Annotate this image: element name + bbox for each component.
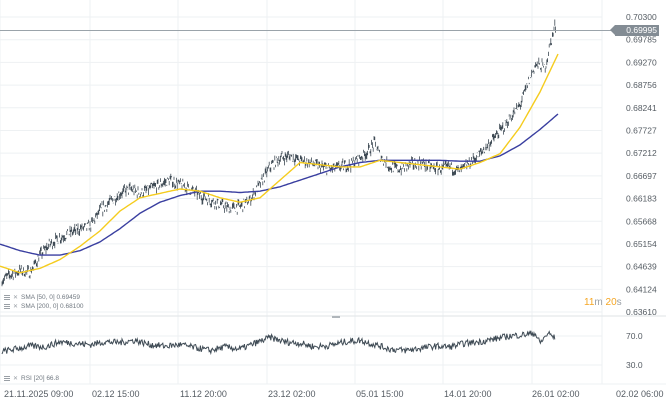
settings-icon[interactable] [4, 376, 10, 381]
candle-countdown: 11m 20s [584, 297, 622, 308]
time-tick-label: 26.01 02:00 [532, 389, 580, 399]
time-tick-label: 11.12 20:00 [180, 389, 227, 399]
sma200-line [0, 113, 559, 256]
settings-icon[interactable] [4, 295, 10, 300]
price-tick-label: 0.69785 [626, 35, 657, 45]
time-tick-label: 23.12 02:00 [268, 389, 316, 399]
price-tick-label: 0.65154 [626, 239, 657, 249]
current-price-tag: 0.69995 [610, 25, 659, 36]
price-tick-label: 0.70300 [626, 12, 657, 22]
time-tick-label: 14.01 20:00 [444, 389, 492, 399]
legend-sma200-label: SMA [200, 0] 0.68100 [21, 303, 84, 310]
time-tick-label: 02.12 15:00 [92, 389, 140, 399]
settings-icon[interactable] [4, 304, 10, 309]
price-tick-label: 0.65668 [626, 216, 657, 226]
price-tick-label: 0.68241 [626, 103, 657, 113]
price-tick-label: 0.67727 [626, 125, 657, 135]
sma50-line [0, 53, 559, 274]
grid-lines [0, 0, 666, 385]
legend-rsi[interactable]: ✕ RSI [20] 66.8 [4, 375, 59, 382]
close-icon[interactable]: ✕ [13, 295, 19, 301]
countdown-seconds: 20 [605, 297, 617, 308]
price-tick-label: 0.63610 [626, 307, 657, 317]
price-bars [1, 19, 556, 287]
pane-resize-handle[interactable] [332, 316, 340, 318]
price-tick-label: 0.66183 [626, 194, 657, 204]
price-tick-label: 0.64124 [626, 284, 657, 294]
rsi-line [1, 330, 556, 356]
close-icon[interactable]: ✕ [13, 376, 19, 382]
price-tick-label: 0.64639 [626, 262, 657, 272]
price-tick-label: 0.66697 [626, 171, 657, 181]
legend-sma50[interactable]: ✕ SMA [50, 0] 0.69459 [4, 294, 80, 301]
close-icon[interactable]: ✕ [13, 304, 19, 310]
price-series [0, 19, 612, 356]
countdown-minutes: 11 [584, 297, 595, 308]
price-axis[interactable]: 0.70300 0.69785 0.69270 0.68756 0.68241 0.677… [626, 12, 657, 317]
rsi-tick-label: 70.0 [626, 331, 643, 341]
rsi-tick-label: 30.0 [626, 360, 643, 370]
time-axis[interactable]: 21.11.2025 09:00 02.12 15:00 11.12 20:00 23… [4, 389, 664, 399]
price-tick-label: 0.69270 [626, 57, 657, 67]
price-tick-label: 0.68756 [626, 80, 657, 90]
legend-sma50-label: SMA [50, 0] 0.69459 [21, 294, 80, 301]
legend-rsi-label: RSI [20] 66.8 [21, 375, 59, 382]
time-tick-label: 21.11.2025 09:00 [4, 389, 73, 399]
countdown-seconds-unit: s [616, 297, 622, 308]
time-tick-label: 02.02 06:00 [616, 389, 664, 399]
time-tick-label: 05.01 15:00 [356, 389, 404, 399]
price-tick-label: 0.67212 [626, 148, 657, 158]
countdown-minutes-unit: m [594, 297, 603, 308]
legend-sma200[interactable]: ✕ SMA [200, 0] 0.68100 [4, 303, 84, 310]
rsi-axis[interactable]: 70.0 30.0 [626, 331, 643, 370]
